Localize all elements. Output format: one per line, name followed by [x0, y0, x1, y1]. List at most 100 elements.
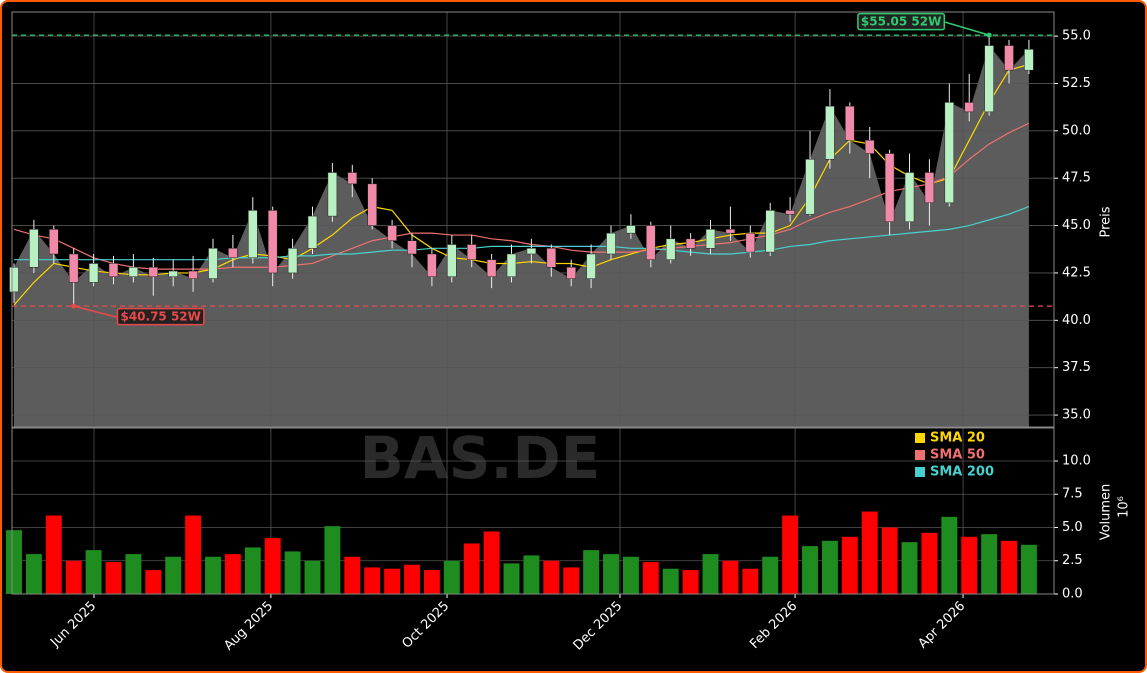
sma-line	[13, 206, 1030, 261]
candle-body	[327, 172, 338, 217]
candle-body	[307, 215, 318, 249]
volume-bar	[622, 556, 639, 594]
volume-bar	[921, 532, 938, 594]
candle-body	[825, 105, 835, 160]
candle-body	[745, 232, 756, 253]
volume-bar	[981, 534, 998, 594]
volume-bar	[722, 560, 739, 594]
y-axis-label: Volumen	[1099, 484, 1114, 541]
volume-bar	[563, 567, 580, 594]
candle-body	[1004, 45, 1014, 71]
x-tick-label: Dec 2025	[571, 599, 626, 654]
y-tick-label: 35.0	[1062, 408, 1091, 423]
annotation-box	[857, 12, 946, 31]
annotation-box	[116, 307, 205, 326]
annotation-label: $55.05 52W	[861, 15, 941, 29]
volume-bar	[742, 568, 759, 594]
candle-body	[964, 102, 974, 113]
volume-bar	[304, 560, 321, 594]
volume-bar	[523, 555, 540, 594]
y-tick-label: 10.0	[1062, 453, 1091, 468]
candle-body	[944, 102, 955, 204]
candle-body	[665, 238, 676, 260]
y-tick-label: 5.0	[1062, 520, 1083, 535]
y-tick-label: 0.0	[1062, 587, 1083, 602]
candle-body	[128, 267, 139, 277]
volume-bar	[443, 560, 460, 594]
y-tick-label: 2.5	[1062, 553, 1083, 568]
candle-body	[506, 253, 517, 277]
x-tick-label: Apr 2026	[916, 599, 969, 652]
y-tick-label: 42.5	[1062, 265, 1091, 280]
volume-bar	[662, 568, 679, 594]
volume-bar	[404, 564, 420, 594]
annotation-arrow	[944, 21, 990, 36]
legend-swatch	[915, 450, 925, 460]
y-tick-label: 52.5	[1062, 76, 1091, 91]
candle-body	[407, 240, 417, 255]
candle-body	[108, 263, 119, 277]
volume-bar	[85, 550, 102, 594]
legend-label: SMA 50	[930, 448, 985, 463]
volume-bar	[205, 556, 221, 594]
candle-body	[606, 232, 616, 255]
volume-bar	[881, 527, 898, 594]
y-tick-label: 55.0	[1062, 29, 1091, 44]
candle-body	[267, 210, 278, 274]
candle-body	[287, 248, 298, 274]
volume-bar	[244, 547, 261, 594]
volume-bar	[423, 570, 440, 594]
volume-bar	[463, 543, 480, 594]
candle-body	[685, 238, 696, 249]
candle-body	[566, 267, 576, 279]
x-tick-label: Oct 2025	[400, 599, 453, 652]
volume-bar	[961, 536, 978, 594]
volume-bar	[25, 554, 42, 594]
volume-bar	[941, 516, 958, 594]
volume-bar	[324, 526, 341, 594]
volume-bar	[802, 546, 818, 594]
candle-body	[785, 210, 795, 215]
arrow-head	[71, 303, 77, 309]
candle-body	[387, 225, 397, 241]
y-axis-label: Preis	[1099, 206, 1114, 237]
x-tick-label: Aug 2025	[221, 599, 276, 654]
panel-frame	[11, 11, 1055, 428]
candle-body	[725, 229, 736, 234]
volume-bar	[224, 554, 241, 594]
sma-line	[13, 122, 1030, 270]
candle-body	[68, 253, 79, 283]
volume-bar	[105, 562, 122, 594]
sma-line	[13, 63, 1030, 306]
legend-label: SMA 200	[930, 465, 994, 480]
volume-bar	[702, 554, 719, 594]
annotation-label: $40.75 52W	[120, 310, 200, 324]
volume-bar	[543, 560, 560, 594]
volume-bar	[603, 554, 619, 594]
volume-bar	[45, 515, 62, 594]
volume-bar	[1020, 544, 1037, 594]
volume-bar	[125, 554, 142, 594]
volume-bar	[841, 536, 858, 594]
candle-body	[29, 229, 39, 268]
candle-body	[367, 183, 377, 226]
volume-bar	[185, 515, 202, 594]
volume-bar	[901, 542, 918, 594]
candle-body	[347, 172, 358, 185]
candle-body	[705, 229, 716, 249]
candle-body	[864, 140, 875, 154]
volume-bar	[264, 538, 281, 594]
candle-body	[486, 259, 497, 277]
arrow-head	[986, 32, 992, 38]
y-tick-label: 40.0	[1062, 313, 1091, 328]
annotation-arrow	[73, 305, 117, 318]
volume-bar	[821, 540, 838, 594]
close-area	[13, 45, 1029, 427]
legend-swatch	[915, 467, 925, 477]
candle-body	[586, 253, 596, 279]
candle-body	[884, 153, 895, 223]
volume-bar	[384, 568, 401, 594]
volume-bar	[503, 563, 520, 594]
